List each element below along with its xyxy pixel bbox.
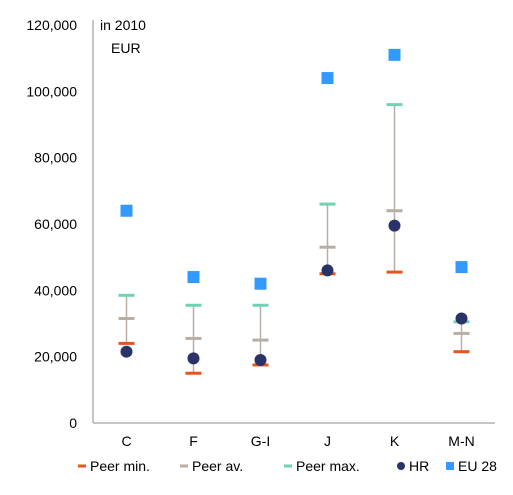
legend-label: Peer min. — [90, 458, 150, 474]
y-tick-label: 20,000 — [34, 349, 77, 365]
legend-label: EU 28 — [458, 458, 497, 474]
legend-swatch — [397, 462, 405, 470]
unit-label-line2: EUR — [111, 40, 141, 56]
legend-label: Peer max. — [296, 458, 360, 474]
point-hr — [120, 345, 133, 358]
legend: Peer min. Peer av. Peer max. HR EU 28 — [78, 458, 497, 474]
x-tick-label: K — [390, 433, 400, 449]
y-tick-label: 80,000 — [34, 150, 77, 166]
point-hr — [187, 352, 200, 365]
point-eu-28 — [120, 204, 133, 217]
point-hr — [321, 264, 334, 277]
x-tick-label: J — [324, 433, 331, 449]
legend-label: Peer av. — [192, 458, 243, 474]
point-eu-28 — [388, 48, 401, 61]
point-hr — [388, 219, 401, 232]
legend-label: HR — [409, 458, 429, 474]
x-tick-label: M-N — [448, 433, 474, 449]
y-tick-label: 120,000 — [26, 17, 77, 33]
x-tick-label: F — [189, 433, 198, 449]
y-tick-label: 40,000 — [34, 282, 77, 298]
unit-label-line1: in 2010 — [100, 17, 146, 33]
plot-area: 0 20,000 40,000 60,000 80,000 100,000 120,000 C… — [26, 17, 495, 449]
point-hr — [254, 353, 267, 366]
x-tick-label: G-I — [251, 433, 270, 449]
y-tick-label: 100,000 — [26, 83, 77, 99]
y-tick-label: 60,000 — [34, 216, 77, 232]
point-eu-28 — [321, 72, 334, 85]
y-tick-label: 0 — [69, 415, 77, 431]
point-hr — [455, 312, 468, 325]
point-eu-28 — [187, 271, 200, 284]
point-eu-28 — [254, 277, 267, 290]
legend-swatch — [446, 462, 454, 470]
point-eu-28 — [455, 261, 468, 274]
x-tick-label: C — [121, 433, 131, 449]
